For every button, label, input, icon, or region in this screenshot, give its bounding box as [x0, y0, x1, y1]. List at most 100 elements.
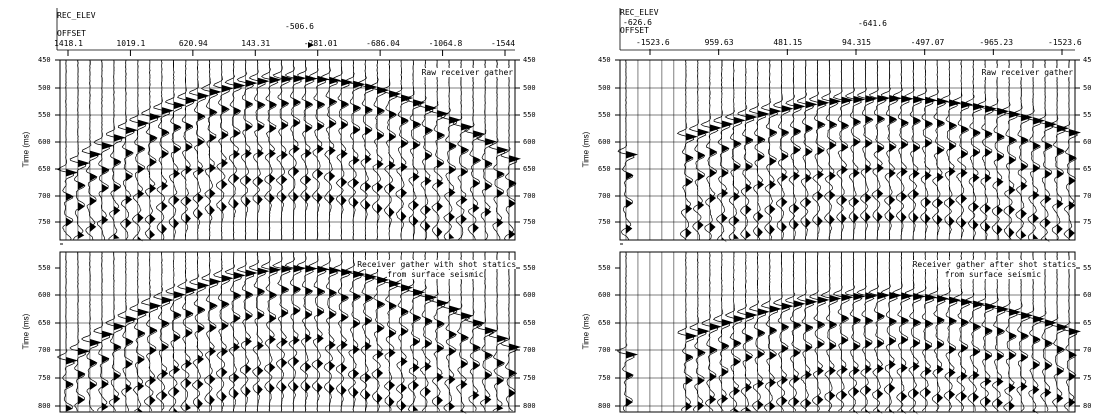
y-tick-label: 450	[598, 56, 611, 64]
panel-annotation: Receiver gather with shot statics	[357, 260, 517, 269]
wavelet-fill	[757, 349, 765, 359]
wavelet-fill	[937, 197, 944, 208]
y-axis-label: Time (ms)	[581, 131, 591, 168]
wavelet-fill	[425, 204, 431, 216]
wavelet-fill	[317, 382, 323, 394]
wavelet-fill	[137, 355, 145, 365]
wavelet-fill	[901, 191, 908, 202]
wavelet-fill	[269, 314, 277, 324]
wavelet-fill	[161, 296, 174, 304]
wavelet-fill	[721, 394, 729, 404]
wavelet-fill	[125, 172, 133, 182]
wavelet-fill	[161, 128, 170, 137]
wavelet-fill	[973, 172, 980, 183]
wavelet-fill	[985, 376, 992, 387]
wavelet-fill	[425, 220, 431, 233]
wavelet-fill	[625, 351, 638, 359]
y-tick-label: 700	[598, 346, 611, 354]
wavelet-fill	[353, 125, 361, 135]
wavelet-fill	[497, 403, 504, 411]
wavelet-fill	[269, 362, 276, 373]
y-tick-label-right: 60	[1083, 138, 1092, 146]
wavelet-fill	[281, 121, 289, 131]
wiggle-trace	[677, 251, 695, 412]
wavelet-fill	[389, 182, 396, 194]
wavelet-fill	[973, 347, 981, 357]
wavelet-fill	[305, 361, 312, 373]
wavelet-fill	[245, 312, 253, 322]
wavelet-fill	[937, 146, 945, 156]
y-tick-label: 650	[598, 319, 611, 327]
wavelet-fill	[745, 229, 751, 239]
wavelet-fill	[685, 332, 698, 340]
wiggle-trace	[688, 59, 707, 240]
wavelet-fill	[101, 165, 110, 175]
offset-value: -1523.6	[636, 38, 670, 47]
panel-annotation: Raw receiver gather	[421, 68, 514, 77]
wavelet-fill	[625, 171, 634, 180]
wavelet-fill	[985, 396, 991, 407]
wavelet-fill	[233, 291, 242, 300]
wavelet-fill	[353, 368, 360, 380]
wiggle-trace	[69, 59, 87, 241]
wavelet-fill	[305, 287, 313, 296]
wiggle-trace	[500, 251, 518, 412]
wavelet-fill	[173, 168, 181, 179]
wavelet-fill	[901, 391, 908, 402]
wavelet-fill	[925, 170, 932, 181]
wavelet-fill	[389, 380, 396, 391]
wavelet-fill	[757, 399, 764, 411]
wavelet-fill	[149, 326, 158, 335]
wavelet-fill	[685, 401, 693, 411]
wavelet-fill	[257, 287, 266, 296]
wavelet-fill	[329, 97, 337, 106]
wavelet-fill	[997, 305, 1010, 314]
wavelet-fill	[149, 183, 157, 194]
wavelet-fill	[685, 204, 693, 214]
wavelet-fill	[805, 173, 812, 184]
wavelet-fill	[401, 356, 408, 367]
wavelet-fill	[209, 204, 215, 217]
y-tick-label: 550	[38, 264, 51, 272]
y-tick-label-right: 55	[1083, 111, 1092, 119]
wavelet-fill	[137, 329, 146, 338]
wavelet-fill	[113, 233, 120, 239]
wavelet-fill	[293, 265, 306, 273]
wavelet-fill	[997, 327, 1005, 336]
wiggle-trace	[500, 59, 518, 241]
wavelet-fill	[865, 192, 872, 204]
y-tick-label: 600	[598, 138, 611, 146]
wavelet-fill	[721, 120, 734, 128]
wavelet-fill	[949, 196, 956, 208]
wavelet-fill	[1009, 351, 1017, 361]
wavelet-fill	[841, 96, 854, 105]
wavelet-fill	[161, 223, 167, 235]
wavelet-fill	[401, 327, 409, 337]
wavelet-fill	[269, 334, 276, 345]
wavelet-fill	[365, 199, 371, 212]
wavelet-fill	[257, 365, 264, 377]
wavelet-fill	[401, 139, 409, 149]
wavelet-fill	[125, 383, 133, 394]
wavelet-fill	[1033, 213, 1039, 224]
wavelet-fill	[889, 317, 897, 326]
y-tick-label-right: 650	[523, 165, 536, 173]
wavelet-fill	[89, 196, 97, 206]
wavelet-fill	[245, 122, 253, 132]
wavelet-fill	[805, 370, 812, 380]
wavelet-fill	[817, 394, 824, 406]
y-tick-label: 650	[38, 319, 51, 327]
wavelet-fill	[305, 265, 318, 273]
wavelet-fill	[793, 396, 800, 407]
y-tick-label: 600	[38, 291, 51, 299]
wavelet-fill	[769, 326, 778, 335]
wavelet-fill	[1045, 141, 1053, 151]
wiggle-trace	[976, 59, 995, 241]
wavelet-fill	[889, 336, 897, 346]
wavelet-fill	[925, 138, 933, 148]
wavelet-fill	[101, 379, 109, 389]
wavelet-fill	[805, 323, 814, 332]
wavelet-fill	[329, 360, 336, 372]
wiggle-trace	[845, 251, 863, 412]
right-rec-elev-value-left: -626.6	[623, 18, 652, 27]
